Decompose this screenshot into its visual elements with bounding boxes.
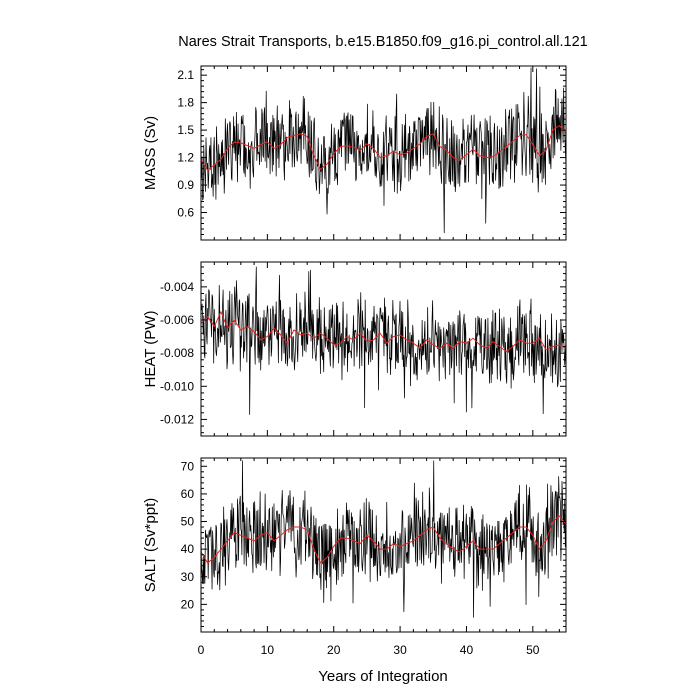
x-tick-label: 40 [460, 643, 474, 657]
salt-plot-frame [200, 457, 567, 633]
heat-smoothed-series [201, 311, 566, 352]
chart-title: Nares Strait Transports, b.e15.B1850.f09… [178, 34, 587, 50]
x-tick-label: 0 [198, 643, 205, 657]
salt-y-tick-label: 60 [181, 487, 195, 501]
salt-y-tick-label: 30 [181, 570, 195, 584]
mass-y-tick-label: 1.5 [177, 123, 194, 137]
mass-y-tick-label: 2.1 [177, 68, 194, 82]
salt-panel: 20 30 40 50 60 70 SALT (Sv*ppt) 0 10 20 30 40 50 [142, 457, 567, 657]
heat-y-tick-label: -0.006 [160, 313, 194, 327]
salt-smoothed-series [201, 515, 566, 564]
x-tick-label: 30 [393, 643, 407, 657]
mass-panel: 0.6 0.9 1.2 1.5 1.8 2.1 MASS (Sv) [142, 65, 567, 241]
mass-monthly-series [201, 67, 566, 234]
heat-y-axis-label: HEAT (PW) [142, 311, 159, 388]
salt-y-tick-label: 40 [181, 542, 195, 556]
x-tick-label: 50 [526, 643, 540, 657]
heat-y-tick-label: -0.010 [160, 379, 194, 393]
salt-y-tick-label: 20 [181, 597, 195, 611]
heat-plot-frame [200, 261, 567, 437]
salt-y-tick-label: 50 [181, 515, 195, 529]
heat-y-tick-label: -0.004 [160, 280, 194, 294]
mass-smoothed-series [201, 125, 566, 171]
x-axis-label: Years of Integration [318, 668, 448, 685]
mass-y-axis-label: MASS (Sv) [142, 116, 159, 190]
heat-y-tick-label: -0.012 [160, 412, 194, 426]
mass-y-tick-label: 1.2 [177, 151, 194, 165]
x-tick-label: 10 [261, 643, 275, 657]
mass-y-tick-label: 0.9 [177, 178, 194, 192]
heat-y-tick-label: -0.008 [160, 346, 194, 360]
mass-plot-frame [200, 65, 567, 241]
mass-y-tick-label: 0.6 [177, 206, 194, 220]
heat-monthly-series [201, 266, 566, 415]
mass-y-tick-label: 1.8 [177, 96, 194, 110]
heat-panel: -0.012 -0.010 -0.008 -0.006 -0.004 HEAT (PW) [142, 261, 567, 437]
x-tick-label: 20 [327, 643, 341, 657]
salt-y-axis-label: SALT (Sv*ppt) [142, 498, 159, 592]
salt-monthly-series [201, 460, 566, 618]
salt-y-tick-label: 70 [181, 459, 195, 473]
